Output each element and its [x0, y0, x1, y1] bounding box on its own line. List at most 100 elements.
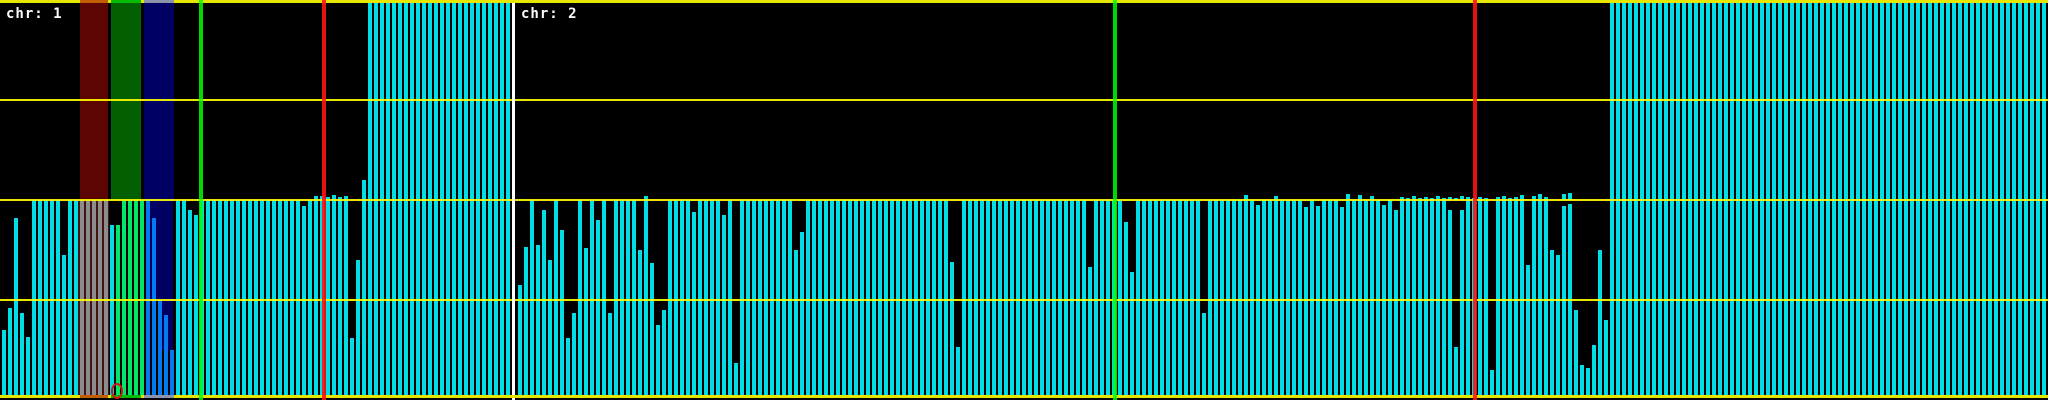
coverage-bar-bottom: [380, 200, 384, 396]
coverage-bar-bottom: [500, 200, 504, 396]
coverage-bar-top: [338, 197, 342, 200]
coverage-bar-bottom: [98, 200, 102, 396]
coverage-bar-top: [1712, 2, 1716, 200]
coverage-bar-top: [404, 2, 408, 200]
coverage-bar-bottom: [578, 200, 582, 396]
marker-line-green: [199, 0, 203, 400]
coverage-bar-top: [1520, 195, 1524, 200]
coverage-bar-bottom: [1994, 200, 1998, 396]
coverage-bar-top: [1538, 194, 1542, 200]
coverage-bar-bottom: [878, 200, 882, 396]
coverage-bar-bottom: [1322, 200, 1326, 396]
coverage-bar-bottom: [1496, 200, 1500, 396]
coverage-bar-top: [1844, 2, 1848, 200]
coverage-bar-bottom: [686, 200, 690, 396]
coverage-bar-bottom: [230, 200, 234, 396]
coverage-bar-bottom: [1838, 200, 1842, 396]
coverage-bar-bottom: [80, 200, 84, 396]
coverage-bar-bottom: [56, 200, 60, 396]
coverage-bar-bottom: [494, 200, 498, 396]
marker-line-red: [322, 0, 326, 400]
coverage-bar-bottom: [26, 337, 30, 396]
coverage-bar-bottom: [992, 200, 996, 396]
coverage-bar-bottom: [674, 200, 678, 396]
coverage-bar-top: [452, 2, 456, 200]
coverage-bar-top: [1400, 197, 1404, 200]
coverage-bar-top: [1988, 2, 1992, 200]
coverage-bar-bottom: [404, 200, 408, 396]
coverage-bar-bottom: [926, 200, 930, 396]
coverage-bar-top: [1646, 2, 1650, 200]
coverage-bar-bottom: [734, 363, 738, 396]
coverage-bar-top: [2042, 2, 2046, 200]
coverage-bar-bottom: [1502, 200, 1506, 396]
coverage-bar-bottom: [1928, 200, 1932, 396]
coverage-bar-bottom: [446, 200, 450, 396]
coverage-bar-bottom: [842, 200, 846, 396]
coverage-bar-bottom: [662, 310, 666, 396]
coverage-bar-bottom: [1274, 200, 1278, 396]
coverage-bar-bottom: [938, 200, 942, 396]
coverage-bar-bottom: [1820, 200, 1824, 396]
coverage-bar-bottom: [836, 200, 840, 396]
coverage-bar-bottom: [1772, 200, 1776, 396]
panel-separator: [512, 0, 515, 400]
coverage-bar-top: [1922, 2, 1926, 200]
coverage-bar-bottom: [2042, 200, 2046, 396]
coverage-bar-top: [500, 2, 504, 200]
coverage-bar-top: [1370, 196, 1374, 200]
coverage-bar-bottom: [434, 200, 438, 396]
coverage-bar-bottom: [566, 338, 570, 396]
coverage-bar-top: [1766, 2, 1770, 200]
coverage-bar-bottom: [1376, 200, 1380, 396]
coverage-bar-bottom: [1874, 200, 1878, 396]
coverage-bar-bottom: [254, 200, 258, 396]
coverage-bar-bottom: [1106, 200, 1110, 396]
coverage-bar-bottom: [1694, 200, 1698, 396]
coverage-bar-bottom: [590, 200, 594, 396]
coverage-bar-bottom: [410, 200, 414, 396]
coverage-bar-top: [1964, 2, 1968, 200]
coverage-bar-bottom: [1130, 272, 1134, 396]
coverage-bar-bottom: [1028, 200, 1032, 396]
coverage-bar-bottom: [428, 200, 432, 396]
coverage-bar-top: [1754, 2, 1758, 200]
coverage-bar-bottom: [1310, 200, 1314, 396]
coverage-bar-top: [1982, 2, 1986, 200]
coverage-bar-bottom: [1538, 200, 1542, 396]
coverage-bar-bottom: [1544, 200, 1548, 396]
coverage-bar-bottom: [74, 200, 78, 396]
coverage-bar-bottom: [1730, 200, 1734, 396]
coverage-bar-bottom: [1706, 200, 1710, 396]
coverage-bar-top: [392, 2, 396, 200]
coverage-bar-bottom: [1358, 200, 1362, 396]
coverage-bar-bottom: [1412, 200, 1416, 396]
coverage-bar-bottom: [1964, 200, 1968, 396]
coverage-bar-bottom: [872, 200, 876, 396]
coverage-bar-bottom: [1454, 347, 1458, 396]
coverage-bar-bottom: [116, 225, 120, 396]
coverage-bar-bottom: [1184, 200, 1188, 396]
coverage-bar-top: [1814, 2, 1818, 200]
coverage-bar-bottom: [302, 206, 306, 396]
coverage-bar-bottom: [1418, 200, 1422, 396]
coverage-bar-bottom: [1562, 206, 1566, 396]
coverage-bar-top: [2012, 2, 2016, 200]
coverage-bar-top: [1760, 2, 1764, 200]
coverage-bar-bottom: [1712, 200, 1716, 396]
coverage-bar-bottom: [866, 200, 870, 396]
coverage-bar-bottom: [1010, 200, 1014, 396]
coverage-bar-bottom: [1826, 200, 1830, 396]
coverage-bar-bottom: [962, 200, 966, 396]
coverage-bar-bottom: [1370, 200, 1374, 396]
coverage-bar-bottom: [1286, 200, 1290, 396]
coverage-bar-bottom: [1034, 200, 1038, 396]
marker-line-green: [1113, 0, 1117, 400]
coverage-bar-bottom: [650, 263, 654, 396]
coverage-bar-bottom: [1868, 200, 1872, 396]
coverage-bar-bottom: [782, 200, 786, 396]
coverage-bar-top: [1478, 197, 1482, 200]
coverage-bar-top: [1718, 2, 1722, 200]
coverage-bar-bottom: [1196, 200, 1200, 396]
